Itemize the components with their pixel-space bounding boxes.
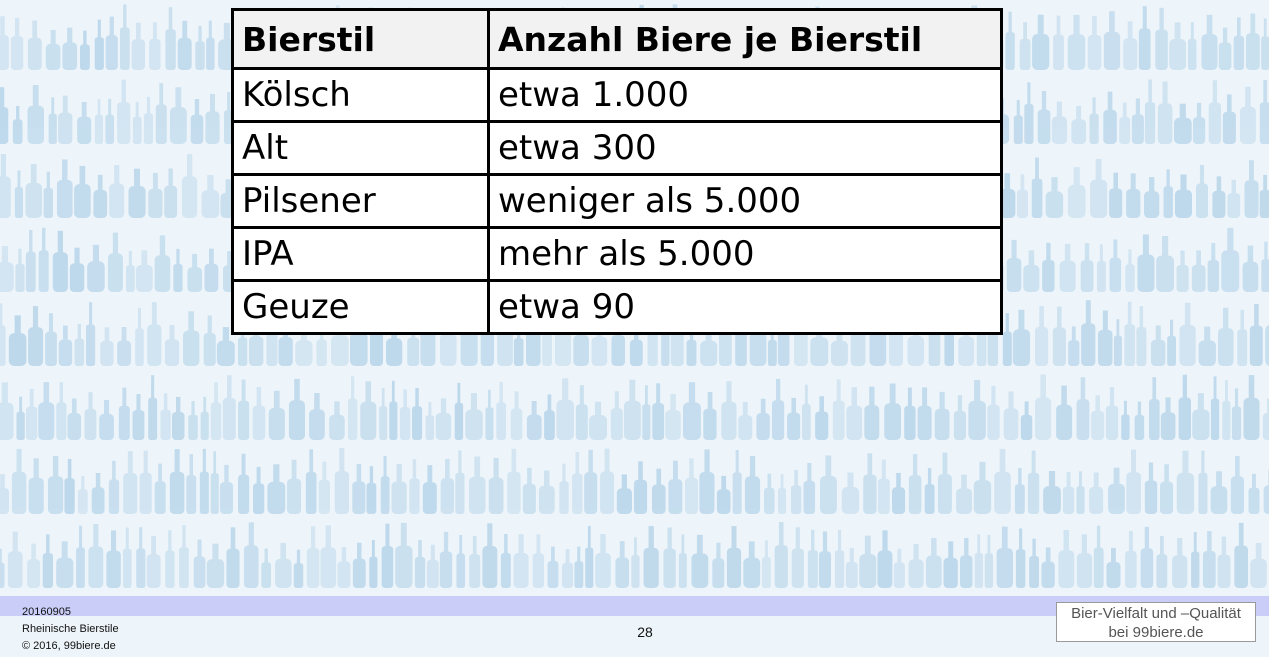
brand-box: Bier-Vielfalt und –Qualität bei 99biere.…: [1056, 602, 1256, 642]
table-row: IPA mehr als 5.000: [231, 226, 1003, 282]
footer-info: 20160905 Rheinische Bierstile © 2016, 99…: [22, 604, 119, 655]
table-row: Kölsch etwa 1.000: [231, 67, 1003, 123]
footer-copyright: © 2016, 99biere.de: [22, 640, 116, 652]
row-beer-style: Alt: [231, 120, 490, 176]
table-row: Geuze etwa 90: [231, 279, 1003, 335]
brand-line-2: bei 99biere.de: [1108, 624, 1204, 641]
table-row: Alt etwa 300: [231, 120, 1003, 176]
row-beer-count: etwa 1.000: [487, 67, 1003, 123]
row-beer-style: Pilsener: [231, 173, 490, 229]
row-beer-style: Geuze: [231, 279, 490, 335]
page-number: 28: [637, 624, 653, 640]
row-beer-count: etwa 300: [487, 120, 1003, 176]
brand-line-1: Bier-Vielfalt und –Qualität: [1071, 605, 1241, 622]
row-beer-style: IPA: [231, 226, 490, 282]
row-beer-count: mehr als 5.000: [487, 226, 1003, 282]
header-beer-count: Anzahl Biere je Bierstil: [487, 8, 1003, 70]
footer-subject: Rheinische Bierstile: [22, 623, 119, 635]
table-header-row: Bierstil Anzahl Biere je Bierstil: [231, 8, 1003, 70]
row-beer-count: etwa 90: [487, 279, 1003, 335]
header-beer-style: Bierstil: [231, 8, 490, 70]
row-beer-count: weniger als 5.000: [487, 173, 1003, 229]
table-row: Pilsener weniger als 5.000: [231, 173, 1003, 229]
footer-date: 20160905: [22, 606, 71, 618]
row-beer-style: Kölsch: [231, 67, 490, 123]
footer-band: [0, 596, 1269, 616]
beer-style-table: Bierstil Anzahl Biere je Bierstil Kölsch…: [231, 8, 1003, 335]
